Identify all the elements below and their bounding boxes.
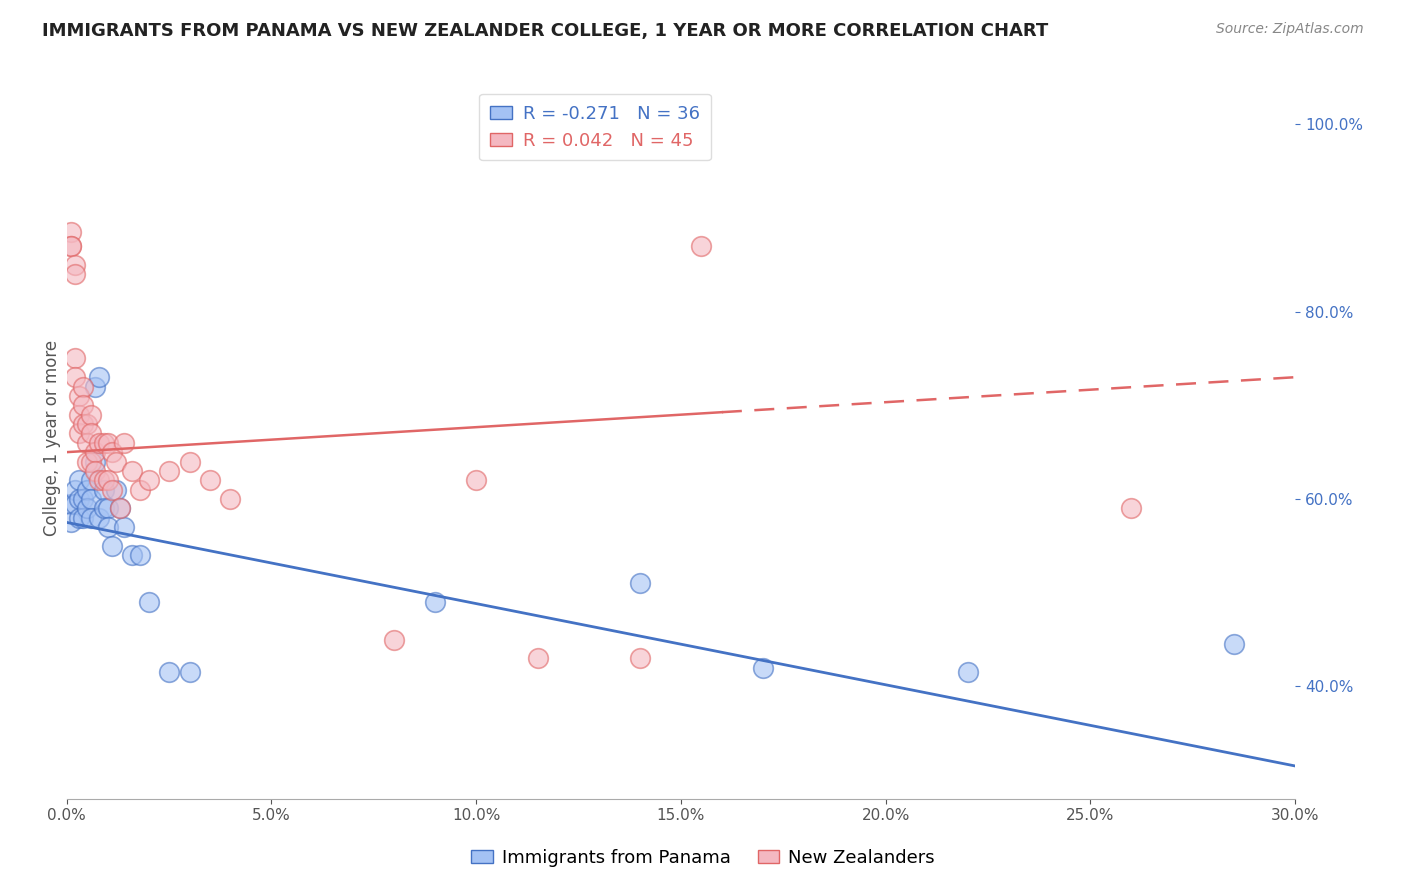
- Point: [1121, 501, 1143, 516]
- Point: [80, 473, 103, 487]
- Point: [112, 435, 135, 450]
- Text: IMMIGRANTS FROM PANAMA VS NEW ZEALANDER COLLEGE, 1 YEAR OR MORE CORRELATION CHAR: IMMIGRANTS FROM PANAMA VS NEW ZEALANDER …: [42, 22, 1049, 40]
- Point: [121, 548, 143, 562]
- Point: [752, 660, 775, 674]
- Point: [93, 435, 115, 450]
- Point: [67, 426, 90, 441]
- Point: [67, 510, 90, 524]
- Point: [956, 665, 979, 680]
- Point: [72, 491, 94, 506]
- Point: [425, 595, 447, 609]
- Text: Source: ZipAtlas.com: Source: ZipAtlas.com: [1216, 22, 1364, 37]
- Point: [63, 258, 86, 272]
- Point: [628, 651, 651, 665]
- Point: [108, 501, 131, 516]
- Point: [104, 483, 127, 497]
- Point: [97, 501, 120, 516]
- Point: [93, 501, 115, 516]
- Point: [84, 379, 107, 393]
- Point: [382, 632, 405, 647]
- Point: [138, 473, 160, 487]
- Point: [179, 665, 201, 680]
- Legend: Immigrants from Panama, New Zealanders: Immigrants from Panama, New Zealanders: [464, 842, 942, 874]
- Point: [76, 501, 98, 516]
- Point: [157, 665, 180, 680]
- Point: [628, 576, 651, 591]
- Point: [80, 426, 103, 441]
- Point: [100, 539, 122, 553]
- Point: [59, 239, 82, 253]
- Point: [72, 510, 94, 524]
- Point: [219, 491, 242, 506]
- Point: [67, 473, 90, 487]
- Point: [129, 483, 152, 497]
- Point: [89, 370, 111, 384]
- Point: [121, 464, 143, 478]
- Point: [465, 473, 488, 487]
- Y-axis label: College, 1 year or more: College, 1 year or more: [44, 340, 60, 536]
- Point: [76, 417, 98, 431]
- Point: [72, 379, 94, 393]
- Point: [104, 454, 127, 468]
- Point: [72, 417, 94, 431]
- Legend: R = -0.271   N = 36, R = 0.042   N = 45: R = -0.271 N = 36, R = 0.042 N = 45: [479, 94, 710, 161]
- Point: [63, 351, 86, 366]
- Point: [690, 239, 713, 253]
- Point: [93, 473, 115, 487]
- Point: [108, 501, 131, 516]
- Point: [63, 497, 86, 511]
- Point: [63, 483, 86, 497]
- Point: [59, 225, 82, 239]
- Point: [112, 520, 135, 534]
- Point: [1222, 637, 1244, 651]
- Point: [76, 454, 98, 468]
- Point: [89, 435, 111, 450]
- Point: [129, 548, 152, 562]
- Point: [100, 483, 122, 497]
- Point: [67, 389, 90, 403]
- Point: [63, 267, 86, 281]
- Point: [526, 651, 548, 665]
- Point: [138, 595, 160, 609]
- Point: [59, 239, 82, 253]
- Point: [80, 491, 103, 506]
- Point: [89, 510, 111, 524]
- Point: [76, 483, 98, 497]
- Point: [59, 497, 82, 511]
- Point: [89, 473, 111, 487]
- Point: [97, 435, 120, 450]
- Point: [80, 408, 103, 422]
- Point: [97, 520, 120, 534]
- Point: [157, 464, 180, 478]
- Point: [84, 454, 107, 468]
- Point: [84, 464, 107, 478]
- Point: [59, 516, 82, 530]
- Point: [67, 491, 90, 506]
- Point: [100, 445, 122, 459]
- Point: [93, 483, 115, 497]
- Point: [76, 435, 98, 450]
- Point: [84, 445, 107, 459]
- Point: [72, 398, 94, 412]
- Point: [198, 473, 221, 487]
- Point: [80, 454, 103, 468]
- Point: [67, 408, 90, 422]
- Point: [63, 370, 86, 384]
- Point: [179, 454, 201, 468]
- Point: [97, 473, 120, 487]
- Point: [80, 510, 103, 524]
